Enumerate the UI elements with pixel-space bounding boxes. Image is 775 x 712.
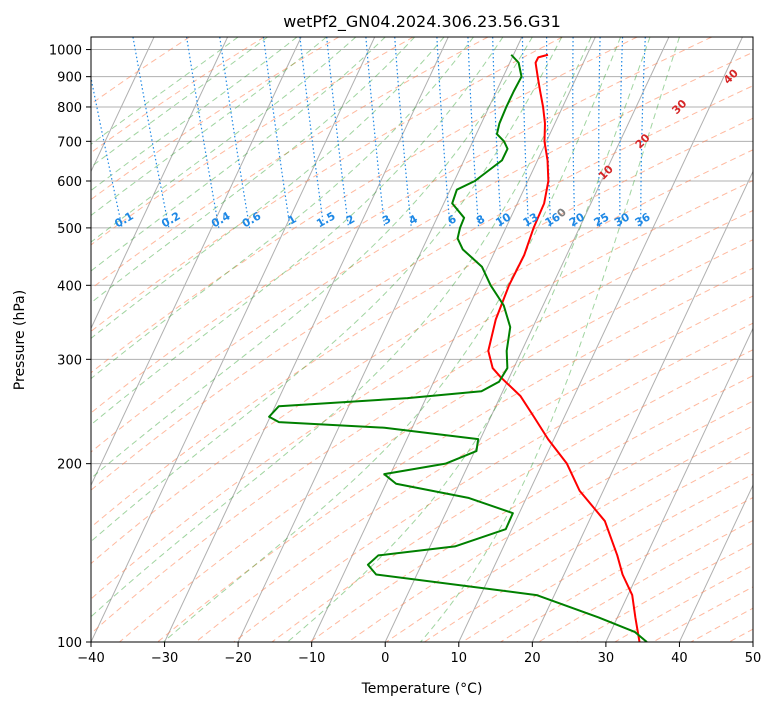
moist-adiabat [91, 37, 563, 543]
moist-adiabat [91, 37, 474, 380]
dry-adiabat [91, 179, 753, 600]
y-tick-label: 200 [57, 458, 82, 473]
x-tick-label: 40 [671, 651, 688, 666]
isotherm-line [91, 37, 155, 173]
moist-adiabat [91, 37, 298, 192]
y-tick-label: 1000 [49, 44, 82, 59]
mixing-ratio-line [365, 37, 386, 228]
moist-adiabat [91, 37, 327, 217]
plot-frame [90, 36, 754, 643]
mixing-ratio-line [326, 37, 350, 228]
y-tick-label: 700 [57, 135, 82, 150]
moist-adiabat [91, 37, 239, 145]
dry-adiabat [91, 37, 190, 105]
isotherm-line [384, 37, 670, 642]
axes: −40 −30 −20 −10 0 10 20 30 40 50 100 200 300 400 500 60… [49, 44, 761, 666]
y-tick-label: 100 [57, 636, 82, 651]
x-tick-label: −10 [298, 651, 325, 666]
isotherm-line [458, 37, 743, 642]
line-labels: 0.10.20.40.611.52346810131620253036-100-… [112, 66, 741, 230]
dry-adiabat [195, 295, 753, 642]
isotherm-line [164, 37, 449, 642]
y-tick-label: 800 [57, 101, 82, 116]
y-tick-label: 900 [57, 71, 82, 86]
dry-adiabat [271, 349, 753, 642]
x-tick-label: −20 [224, 651, 251, 666]
dry-adiabat [91, 37, 340, 201]
x-tick-label: 30 [598, 651, 615, 666]
isotherm-line [237, 37, 523, 642]
dry-adiabat [119, 239, 753, 642]
mixing-ratio-line [262, 37, 291, 228]
x-tick-label: −30 [151, 651, 178, 666]
dry-adiabat [91, 37, 489, 290]
y-tick-label: 500 [57, 222, 82, 237]
y-tick-label: 600 [57, 175, 82, 190]
moist-adiabat [91, 37, 504, 426]
moist-adiabat [91, 37, 416, 304]
dry-adiabat [91, 37, 563, 333]
y-axis-label: Pressure (hPa) [12, 290, 28, 390]
plot-area [91, 37, 753, 642]
isotherm-line [605, 327, 753, 642]
isotherm-line [91, 37, 376, 642]
isotherm-line [91, 37, 229, 330]
dry-adiabat [91, 37, 712, 414]
mixing-ratio-line [299, 37, 325, 228]
isotherm-line [91, 37, 302, 487]
moist-adiabat [287, 37, 651, 642]
mixing-ratio-line [394, 37, 412, 228]
x-axis-label: Temperature (°C) [361, 681, 483, 697]
moist-adiabat [91, 37, 445, 339]
x-tick-label: 50 [745, 651, 762, 666]
dry-adiabat [233, 322, 753, 642]
isotherm-line [531, 170, 753, 642]
dry-adiabat [91, 51, 753, 453]
x-tick-label: −40 [77, 651, 104, 666]
moist-adiabat [420, 37, 680, 642]
moist-adiabat [91, 37, 592, 618]
dry-adiabat [91, 37, 638, 374]
temperature-profile [487, 53, 641, 642]
moist-adiabat [91, 37, 386, 272]
dry-adiabat [91, 37, 414, 246]
x-tick-label: 0 [381, 651, 389, 666]
y-tick-label: 400 [57, 279, 82, 294]
x-tick-label: 20 [524, 651, 541, 666]
x-tick-label: 10 [451, 651, 468, 666]
moist-adiabat [163, 37, 622, 642]
moist-adiabat [91, 37, 533, 480]
dry-adiabat [91, 85, 753, 491]
chart-title: wetPf2_GN04.2024.306.23.56.G31 [283, 12, 561, 32]
y-tick-label: 300 [57, 353, 82, 368]
dewpoint-profile [268, 54, 648, 642]
isotherm-line [678, 483, 753, 642]
mixing-ratio-line [219, 37, 251, 228]
moist-adiabat [91, 37, 268, 168]
